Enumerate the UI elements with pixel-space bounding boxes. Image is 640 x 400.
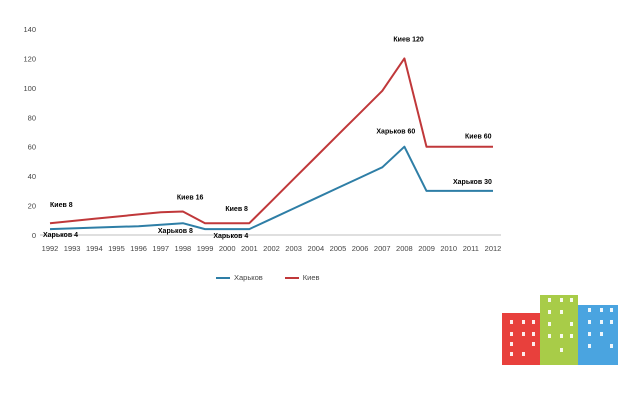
x-tick-label: 2010: [440, 244, 457, 253]
logo-window: [560, 334, 563, 338]
logo-window: [570, 322, 573, 326]
legend-swatch-kyiv: [284, 276, 299, 279]
x-tick-label: 1992: [42, 244, 59, 253]
series-line-kyiv: [49, 57, 493, 225]
logo-window: [610, 320, 613, 324]
legend-swatch-kharkiv: [216, 276, 230, 279]
logo-window: [532, 320, 535, 324]
logo-window: [588, 344, 591, 348]
logo-window: [570, 298, 573, 302]
logo-window: [548, 334, 551, 338]
data-label: Харьков 4: [213, 233, 248, 240]
logo-window: [600, 332, 603, 336]
y-tick-label: 20: [28, 202, 36, 211]
logo-window: [532, 342, 535, 346]
logo-window: [588, 320, 591, 324]
legend: Харьков Киев: [216, 273, 320, 282]
x-tick-label: 2004: [307, 244, 324, 253]
logo-window: [600, 308, 603, 312]
logo-window: [588, 308, 591, 312]
y-tick-label: 140: [23, 25, 36, 34]
data-label: Киев 120: [393, 36, 424, 43]
annotations: Киев 8 Харьков 4 Киев 16 Харьков 8 Киев 8 Хар…: [43, 36, 492, 240]
logo-building-blue: [578, 305, 618, 365]
data-label: Харьков 30: [453, 179, 492, 186]
data-label: Киев 16: [177, 194, 204, 201]
logo-window: [510, 352, 513, 356]
logo-window: [522, 352, 525, 356]
x-tick-label: 2012: [485, 244, 502, 253]
logo-window: [548, 322, 551, 326]
legend-label-kyiv: Киев: [302, 273, 320, 282]
legend-label-kharkiv: Харьков: [234, 273, 263, 282]
x-tick-label: 2001: [241, 244, 258, 253]
x-tick-label: 2005: [330, 244, 347, 253]
y-tick-label: 100: [23, 84, 36, 93]
y-axis: 0 20 40 60 80 100 120 140: [23, 25, 36, 240]
buildings-logo: [502, 290, 622, 365]
y-tick-label: 60: [28, 143, 36, 152]
logo-window: [560, 348, 563, 352]
x-tick-label: 2002: [263, 244, 280, 253]
x-tick-label: 1993: [64, 244, 81, 253]
logo-window: [560, 310, 563, 314]
data-label: Харьков 8: [158, 228, 193, 235]
x-tick-label: 2000: [219, 244, 236, 253]
x-tick-label: 1999: [197, 244, 214, 253]
logo-window: [600, 320, 603, 324]
logo-window: [588, 332, 591, 336]
x-tick-label: 1995: [108, 244, 125, 253]
logo-window: [570, 334, 573, 338]
logo-window: [610, 308, 613, 312]
x-tick-label: 1996: [130, 244, 147, 253]
logo-building-green: [540, 295, 578, 365]
x-tick-label: 2006: [352, 244, 369, 253]
x-tick-label: 2009: [418, 244, 435, 253]
x-tick-label: 2003: [285, 244, 302, 253]
logo-window: [510, 332, 513, 336]
x-tick-label: 1997: [152, 244, 169, 253]
logo-window: [560, 298, 563, 302]
y-tick-label: 120: [23, 54, 36, 63]
x-axis: 1992 1993 1994 1995 1996 1997 1998 1999 2000 2001…: [40, 234, 502, 253]
y-tick-label: 0: [32, 231, 36, 240]
data-label: Харьков 60: [376, 129, 415, 136]
x-tick-label: 1994: [86, 244, 103, 253]
legend-item-kharkiv: Харьков: [216, 273, 263, 282]
logo-window: [522, 332, 525, 336]
series-line-kharkiv: [49, 145, 493, 231]
x-tick-label: 1998: [175, 244, 192, 253]
x-tick-label: 2007: [374, 244, 391, 253]
data-label: Харьков 4: [43, 232, 78, 239]
y-tick-label: 80: [28, 113, 36, 122]
logo-window: [532, 332, 535, 336]
series-lines: [49, 57, 493, 231]
logo-window: [510, 320, 513, 324]
data-label: Киев 8: [225, 206, 248, 213]
x-tick-label: 2008: [396, 244, 413, 253]
x-tick-label: 2011: [463, 244, 479, 253]
logo-window: [548, 310, 551, 314]
logo-window: [610, 344, 613, 348]
legend-item-kyiv: Киев: [284, 273, 320, 282]
logo-window: [510, 342, 513, 346]
data-label: Киев 8: [50, 202, 73, 209]
data-label: Киев 60: [465, 134, 492, 141]
logo-window: [548, 298, 551, 302]
y-tick-label: 40: [28, 172, 36, 181]
logo-window: [522, 320, 525, 324]
